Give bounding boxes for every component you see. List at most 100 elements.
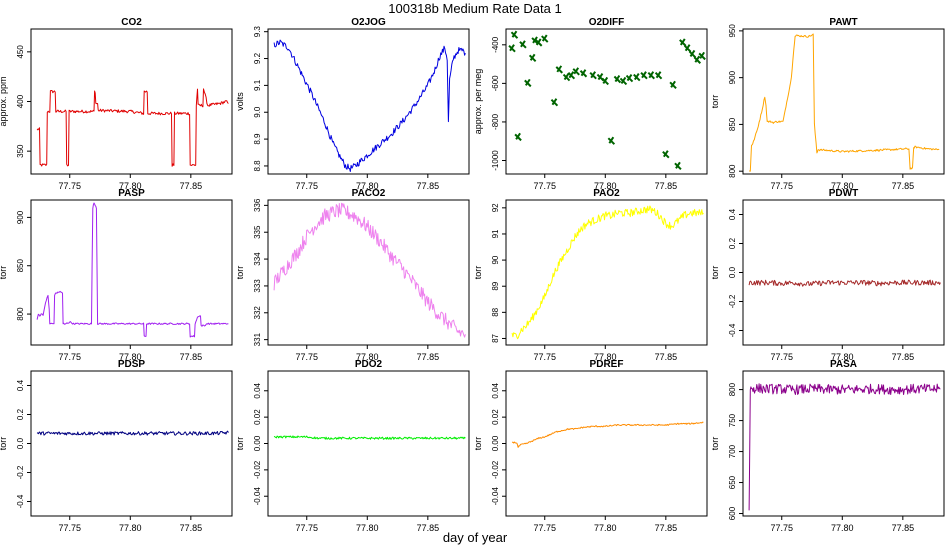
x-tick-label: 77.85 xyxy=(417,181,440,191)
data-point xyxy=(647,71,656,80)
y-tick-label: 9.3 xyxy=(253,26,262,38)
figure-title: 100318b Medium Rate Data 1 xyxy=(388,1,562,16)
series-o2diff xyxy=(508,30,706,170)
x-tick-label: 77.75 xyxy=(295,523,318,533)
chart-title: PAO2 xyxy=(593,188,620,199)
x-tick-label: 77.80 xyxy=(594,523,617,533)
data-point xyxy=(698,51,706,61)
y-tick-label: -0.2 xyxy=(728,294,737,308)
data-point xyxy=(654,71,663,80)
panel-pdwt: PDWT torr 77.75 77.80 77.85 -0.4 -0.2 0.0 0.2 0.4 xyxy=(710,188,945,362)
series-line-pdref xyxy=(511,421,704,448)
x-tick-label: 77.85 xyxy=(417,352,440,362)
data-point xyxy=(589,71,597,80)
x-tick-label: 77.80 xyxy=(356,523,379,533)
panel-pdo2: PDO2 torr 77.75 77.80 77.85 -0.04 -0.02 0.00 0.0… xyxy=(235,359,470,533)
series-line-o2jog xyxy=(273,39,466,172)
y-axis-label: volts xyxy=(235,92,245,111)
chart-title: PACO2 xyxy=(352,188,386,199)
data-point xyxy=(607,136,616,145)
x-tick-label: 77.85 xyxy=(892,523,915,533)
y-tick-label: -0.4 xyxy=(728,323,737,337)
y-tick-label: 8.9 xyxy=(253,133,262,145)
panel-pdref: PDREF torr 77.75 77.80 77.85 -0.04 -0.02 0.00 0.… xyxy=(473,359,708,533)
y-tick-label: 332 xyxy=(253,306,262,320)
chart-title: PASA xyxy=(830,359,857,370)
x-tick-label: 77.75 xyxy=(58,352,81,362)
series-line-pawt xyxy=(749,33,940,172)
data-point xyxy=(693,55,702,64)
chart-title: PDO2 xyxy=(355,359,383,370)
panel-o2jog: O2JOG volts 77.75 77.80 77.85 8.8 8.9 9.0 9.1 9.2… xyxy=(235,17,470,191)
x-tick-label: 77.75 xyxy=(295,352,318,362)
y-tick-label: -0.02 xyxy=(253,460,262,479)
x-tick-label: 77.80 xyxy=(356,181,379,191)
y-axis-label: torr xyxy=(235,437,245,451)
plot-frame xyxy=(30,28,233,175)
y-tick-label: 9.1 xyxy=(253,79,262,91)
data-point xyxy=(519,40,527,49)
chart-title: O2DIFF xyxy=(589,17,625,28)
plot-frame xyxy=(505,370,708,517)
x-tick-label: 77.85 xyxy=(655,523,678,533)
y-tick-label: 700 xyxy=(728,444,737,458)
y-tick-label: -0.04 xyxy=(491,487,500,506)
y-tick-label: 650 xyxy=(728,475,737,489)
y-tick-label: 850 xyxy=(728,117,737,131)
x-tick-label: 77.85 xyxy=(655,181,678,191)
y-tick-label: 350 xyxy=(16,144,25,158)
y-tick-label: -1000 xyxy=(491,150,500,171)
plot-frame xyxy=(742,370,945,517)
y-tick-label: -0.4 xyxy=(16,494,25,508)
x-tick-label: 77.75 xyxy=(295,181,318,191)
panel-co2: CO2 approx. ppm 77.75 77.80 77.85 350 400 450 xyxy=(0,17,233,191)
series-line-pasp xyxy=(36,202,229,338)
y-tick-label: 88 xyxy=(491,307,500,316)
y-tick-label: 334 xyxy=(253,252,262,266)
y-tick-label: 0.0 xyxy=(16,437,25,449)
x-tick-label: 77.80 xyxy=(119,523,142,533)
data-point xyxy=(679,38,687,47)
y-axis-label: torr xyxy=(473,266,483,280)
x-tick-label: 77.85 xyxy=(655,352,678,362)
panel-pao2: PAO2 torr 77.75 77.80 77.85 87 88 89 90 91 92 xyxy=(473,188,708,362)
y-axis-label: torr xyxy=(710,437,720,451)
data-point xyxy=(562,73,571,82)
x-tick-label: 77.75 xyxy=(770,523,793,533)
data-point xyxy=(669,80,677,90)
data-point xyxy=(640,71,648,80)
y-tick-label: 0.4 xyxy=(16,379,25,391)
plot-frame xyxy=(505,199,708,346)
y-tick-label: 336 xyxy=(253,198,262,212)
series-line-co2 xyxy=(36,88,229,167)
plot-frame xyxy=(30,370,233,517)
data-point xyxy=(579,69,588,78)
y-tick-label: 950 xyxy=(728,24,737,38)
chart-title: PDREF xyxy=(590,359,624,370)
y-axis-label: torr xyxy=(0,266,8,280)
y-axis-label: approx. ppm xyxy=(0,76,8,126)
x-tick-label: 77.75 xyxy=(770,181,793,191)
x-tick-label: 77.80 xyxy=(594,352,617,362)
series-line-paco2 xyxy=(273,202,466,338)
x-tick-label: 77.85 xyxy=(892,352,915,362)
x-tick-label: 77.80 xyxy=(831,352,854,362)
figure-x-axis-label: day of year xyxy=(442,530,508,545)
y-tick-label: 850 xyxy=(16,259,25,273)
data-point xyxy=(619,76,628,86)
plot-frame xyxy=(30,199,233,346)
y-axis-label: torr xyxy=(710,95,720,109)
y-tick-label: 0.00 xyxy=(253,435,262,451)
y-tick-label: 0.2 xyxy=(16,408,25,420)
data-point xyxy=(524,78,532,88)
y-tick-label: 0.02 xyxy=(253,409,262,425)
y-tick-label: 0.00 xyxy=(491,435,500,451)
panel-pawt: PAWT torr 77.75 77.80 77.85 800 850 900 950 xyxy=(710,17,945,191)
y-tick-label: 92 xyxy=(491,203,500,212)
plot-frame xyxy=(742,199,945,346)
y-tick-label: -0.02 xyxy=(491,460,500,479)
y-tick-label: 450 xyxy=(16,45,25,59)
y-tick-label: 0.04 xyxy=(491,382,500,398)
